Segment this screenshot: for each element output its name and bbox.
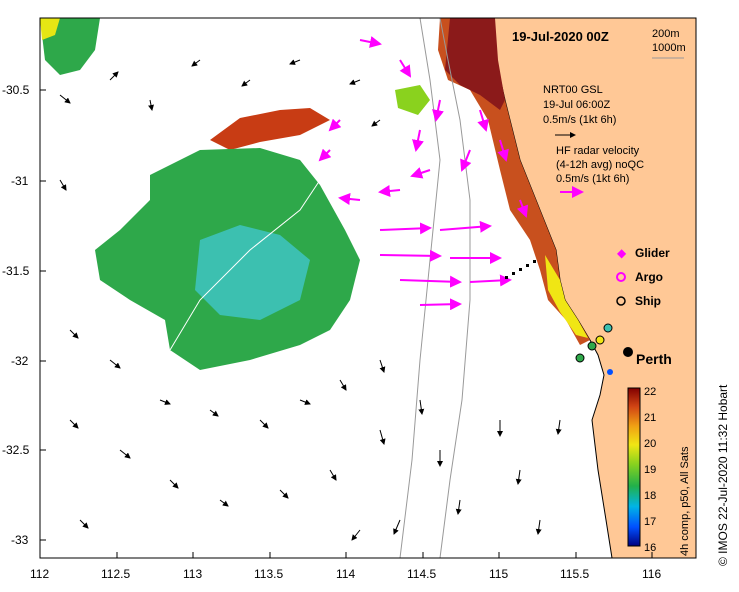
y-tick-label: -31 [11, 174, 29, 188]
x-tick-label: 114.5 [407, 567, 436, 581]
colorbar-ticks: 22 21 20 19 18 17 16 [644, 386, 656, 554]
sst-warm-coastal-band [438, 18, 590, 345]
sst-hot-core [445, 18, 505, 110]
legend: ◆ Glider Argo Ship [616, 246, 670, 308]
x-tick-label: 112 [30, 567, 49, 581]
hf-line2: (4-12h avg) noQC [556, 159, 644, 171]
y-tick-label: -32 [11, 354, 29, 368]
x-axis: 112 112.5 113 113.5 114 114.5 115 115.5 … [30, 552, 661, 581]
x-tick-label: 113 [183, 567, 202, 581]
legend-ship-label: Ship [635, 294, 661, 308]
sst-nw-yellow [40, 18, 60, 40]
colorbar-label: 4h comp, p50, All Sats [679, 446, 691, 556]
x-tick-label: 115.5 [560, 567, 589, 581]
y-tick-label: -31.5 [2, 264, 30, 278]
model-current-arrows [59, 59, 562, 541]
glider-track [505, 260, 536, 279]
y-tick-label: -33 [11, 533, 29, 547]
plot-frame [39, 17, 697, 559]
hf-line3: 0.5m/s (1kt 6h) [556, 173, 629, 185]
legend-argo-label: Argo [635, 270, 663, 284]
legend-argo-icon [616, 272, 626, 282]
x-tick-label: 114 [336, 567, 355, 581]
y-tick-label: -30.5 [2, 83, 30, 97]
cbar-tick-17: 17 [644, 516, 656, 528]
cbar-tick-20: 20 [644, 438, 656, 450]
cbar-tick-18: 18 [644, 490, 656, 502]
nrt-line1: NRT00 GSL [543, 84, 603, 96]
sst-yellow-fringe [545, 255, 588, 338]
ship-markers [575, 323, 613, 375]
nrt-line3: 0.5m/s (1kt 6h) [543, 114, 616, 126]
legend-ship-icon [616, 296, 626, 306]
hf-line1: HF radar velocity [556, 145, 640, 157]
map-title: 19-Jul-2020 00Z [512, 29, 609, 44]
cbar-tick-16: 16 [644, 542, 656, 554]
cbar-tick-19: 19 [644, 464, 656, 476]
sst-cyan-core [195, 225, 310, 320]
x-tick-label: 113.5 [254, 567, 283, 581]
y-tick-label: -32.5 [2, 443, 30, 457]
sst-contour-line [169, 179, 321, 351]
city-label-perth: Perth [636, 351, 672, 367]
legend-glider-icon: ◆ [617, 246, 627, 260]
x-tick-label: 112.5 [101, 567, 130, 581]
sst-small-patch [395, 85, 430, 115]
cbar-tick-22: 22 [644, 386, 656, 398]
perth-marker [623, 347, 633, 357]
colorbar [627, 387, 641, 547]
hf-radar-arrows [318, 36, 529, 311]
credit-text: © IMOS 22-Jul-2020 11:32 Hobart [716, 384, 730, 566]
cbar-tick-21: 21 [644, 412, 656, 424]
nrt-line2: 19-Jul 06:00Z [543, 99, 611, 111]
bathy-label-200m: 200m [652, 28, 680, 40]
y-axis: -30.5 -31 -31.5 -32 -32.5 -33 [2, 83, 46, 547]
bathy-label-1000m: 1000m [652, 42, 686, 54]
bathy-200m [439, 18, 471, 558]
x-tick-label: 115 [489, 567, 508, 581]
x-tick-label: 116 [642, 567, 661, 581]
sst-warm-filament [210, 108, 330, 150]
legend-glider-label: Glider [635, 246, 670, 260]
